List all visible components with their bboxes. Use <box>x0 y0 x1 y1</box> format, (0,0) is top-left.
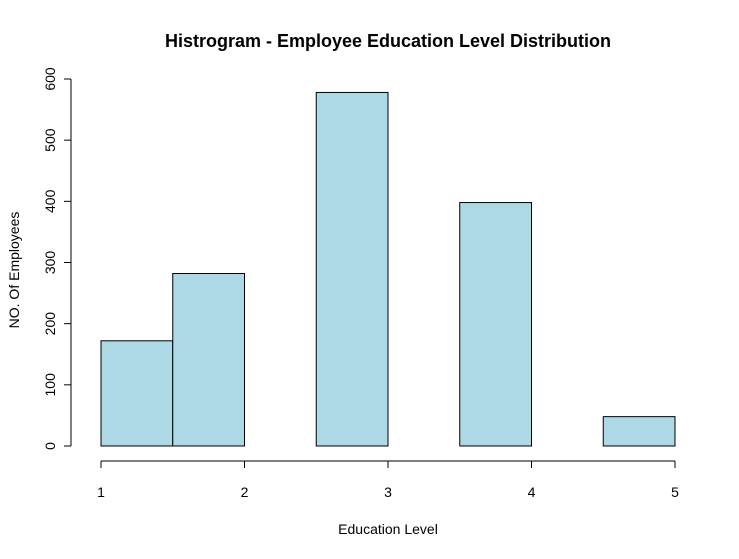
chart-title: Histrogram - Employee Education Level Di… <box>165 31 611 51</box>
histogram-bar-1 <box>172 273 245 447</box>
y-tick-label: 400 <box>42 189 58 213</box>
y-tick-label: 100 <box>42 373 58 397</box>
x-axis-label: Education Level <box>338 521 438 537</box>
x-tick-label: 1 <box>97 484 105 500</box>
y-tick-label: 200 <box>42 312 58 336</box>
y-tick-label: 0 <box>42 442 58 450</box>
y-axis-label: NO. Of Employees <box>6 212 22 329</box>
y-tick-label: 600 <box>42 67 58 91</box>
x-tick-label: 5 <box>671 484 679 500</box>
x-tick-label: 3 <box>384 484 392 500</box>
y-tick-label: 500 <box>42 128 58 152</box>
histogram-bar-7 <box>602 416 676 447</box>
histogram-bar-0 <box>100 340 174 447</box>
x-tick-label: 4 <box>528 484 536 500</box>
x-tick-label: 2 <box>241 484 249 500</box>
x-axis: 1 2 3 4 5 <box>97 460 679 500</box>
y-axis: 0 100 200 300 400 500 600 <box>42 67 72 450</box>
histogram-bar-5 <box>459 202 532 447</box>
histogram-bar-3 <box>315 91 389 447</box>
y-tick-label: 300 <box>42 251 58 275</box>
bars-group <box>100 91 676 447</box>
